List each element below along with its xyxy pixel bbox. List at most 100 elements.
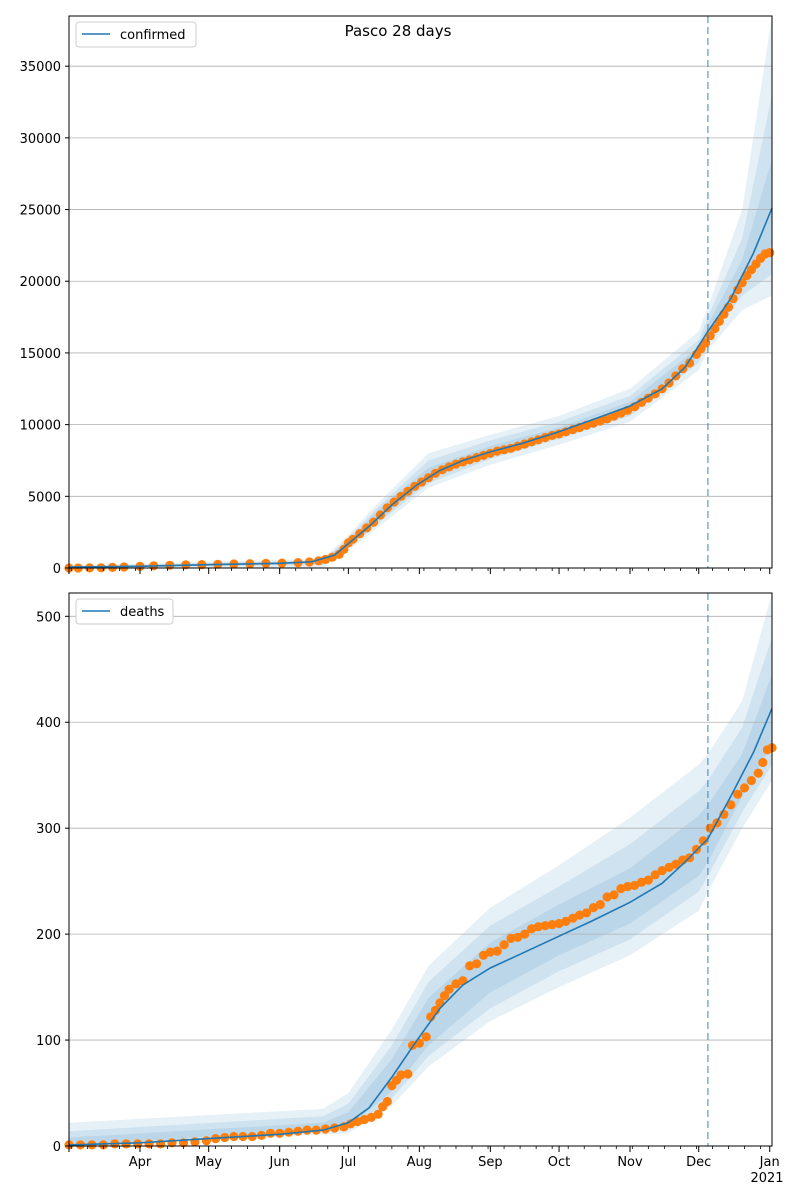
deaths-gridlines: [69, 615, 772, 1041]
confirmed-observed-point: [339, 544, 349, 555]
deaths-observed-point: [547, 920, 557, 930]
deaths-observed-point: [758, 757, 768, 768]
x-tick-label-apr: Apr: [129, 1155, 152, 1170]
deaths-observed-point: [485, 947, 495, 957]
confirmed-band-mid: [69, 94, 772, 568]
confirmed-y-tick-label: 15000: [20, 347, 61, 362]
deaths-observed-point: [533, 922, 544, 932]
confirmed-y-tick-label: 30000: [20, 132, 61, 147]
confirmed-observed-point: [636, 397, 647, 407]
confirmed-observed-point: [710, 324, 720, 334]
deaths-observed-point: [414, 1038, 424, 1048]
deaths-observed-point: [657, 866, 667, 876]
deaths-observed-point: [201, 1136, 211, 1146]
confirmed-y-tick-label: 20000: [20, 275, 61, 290]
deaths-observed-point: [293, 1126, 303, 1136]
deaths-observed-point: [588, 903, 599, 913]
deaths-panel: 0 100 200 300 400 500 Apr May Jun Jul Aug Sep Oct No…: [36, 592, 784, 1186]
deaths-observed-point: [513, 932, 523, 942]
confirmed-legend-label: confirmed: [120, 28, 186, 43]
deaths-observed-point: [650, 870, 660, 880]
deaths-axes-frame: [68, 592, 773, 1147]
confirmed-observed-point: [685, 358, 695, 368]
x-tick-label-jul: Jul: [340, 1155, 357, 1170]
deaths-observed-point: [396, 1070, 406, 1080]
confirmed-panel: 0 5000 10000 15000 20000 25000 30000 35000 Pasc…: [20, 15, 775, 577]
deaths-observed-point: [540, 921, 550, 931]
confirmed-observed-points: [64, 248, 775, 573]
deaths-observed-point: [733, 789, 743, 799]
x-tick-label-jan: Jan: [759, 1155, 780, 1170]
x-tick-label-nov: Nov: [617, 1155, 643, 1170]
deaths-observed-point: [439, 991, 450, 1001]
x-tick-label-oct: Oct: [548, 1155, 570, 1170]
deaths-observed-point: [98, 1140, 108, 1150]
deaths-observed-point: [451, 979, 461, 989]
deaths-observed-point: [465, 961, 475, 971]
deaths-observed-point: [444, 984, 454, 994]
deaths-model-line: [68, 708, 773, 1146]
deaths-observed-point: [609, 890, 619, 900]
confirmed-x-axis-ticks: [68, 568, 771, 574]
deaths-y-tick-label: 0: [53, 1140, 61, 1155]
deaths-observed-point: [265, 1128, 276, 1138]
deaths-observed-point: [602, 892, 612, 902]
confirmed-observed-point: [728, 293, 738, 304]
deaths-observed-point: [630, 880, 640, 891]
deaths-observed-point: [506, 933, 516, 944]
x-axis-year-label: 2021: [750, 1171, 783, 1186]
deaths-observed-point: [302, 1125, 312, 1135]
deaths-observed-point: [352, 1117, 363, 1127]
x-tick-label-jun: Jun: [269, 1155, 290, 1170]
deaths-observed-point: [746, 775, 757, 786]
deaths-y-tick-label: 400: [36, 716, 61, 731]
deaths-x-axis: Apr May Jun Jul Aug Sep Oct Nov Dec Jan: [68, 1146, 780, 1170]
deaths-observed-point: [520, 929, 530, 939]
deaths-observed-point: [403, 1069, 413, 1079]
deaths-observed-point: [382, 1096, 392, 1107]
confirmed-y-tick-label: 35000: [20, 60, 61, 75]
confirmed-observed-point: [765, 248, 775, 258]
deaths-observed-point: [753, 768, 763, 778]
deaths-observed-point: [492, 946, 502, 956]
deaths-observed-point: [643, 875, 653, 885]
deaths-legend-label: deaths: [120, 605, 165, 620]
confirmed-legend: confirmed: [75, 21, 197, 48]
x-tick-label-may: May: [195, 1155, 222, 1170]
deaths-legend: deaths: [75, 598, 174, 625]
confirmed-y-tick-label: 0: [53, 562, 61, 577]
deaths-observed-point: [595, 899, 605, 910]
confirmed-gridlines: [69, 65, 772, 497]
confirmed-y-tick-label: 10000: [20, 419, 61, 434]
deaths-observed-point: [671, 859, 681, 869]
confirmed-observed-point: [602, 414, 612, 424]
deaths-observed-point: [575, 910, 585, 920]
deaths-observed-point: [373, 1109, 383, 1119]
chart-title: Pasco 28 days: [345, 22, 452, 40]
deaths-observed-point: [275, 1128, 285, 1138]
deaths-y-tick-label: 100: [36, 1034, 61, 1049]
deaths-observed-point: [284, 1127, 294, 1137]
deaths-observed-point: [499, 940, 509, 950]
deaths-observed-point: [581, 908, 592, 918]
deaths-observed-point: [739, 783, 750, 793]
deaths-observed-point: [561, 916, 571, 927]
deaths-observed-point: [698, 836, 708, 846]
deaths-observed-point: [554, 918, 564, 929]
deaths-observed-point: [421, 1032, 431, 1042]
deaths-y-tick-label: 200: [36, 928, 61, 943]
deaths-y-tick-label: 300: [36, 822, 61, 837]
confirmed-band-outer: [69, 16, 772, 568]
deaths-observed-point: [726, 800, 736, 810]
confirmed-y-tick-label: 25000: [20, 204, 61, 219]
confirmed-observed-point: [382, 503, 392, 513]
x-tick-label-sep: Sep: [478, 1155, 503, 1170]
deaths-observed-point: [623, 881, 633, 892]
deaths-y-tick-label: 500: [36, 610, 61, 625]
deaths-y-axis: 0 100 200 300 400 500: [36, 610, 69, 1155]
x-tick-label-aug: Aug: [407, 1155, 432, 1170]
x-tick-label-dec: Dec: [686, 1155, 711, 1170]
confirmed-uncertainty-bands: [69, 16, 772, 568]
deaths-observed-point: [133, 1139, 143, 1149]
